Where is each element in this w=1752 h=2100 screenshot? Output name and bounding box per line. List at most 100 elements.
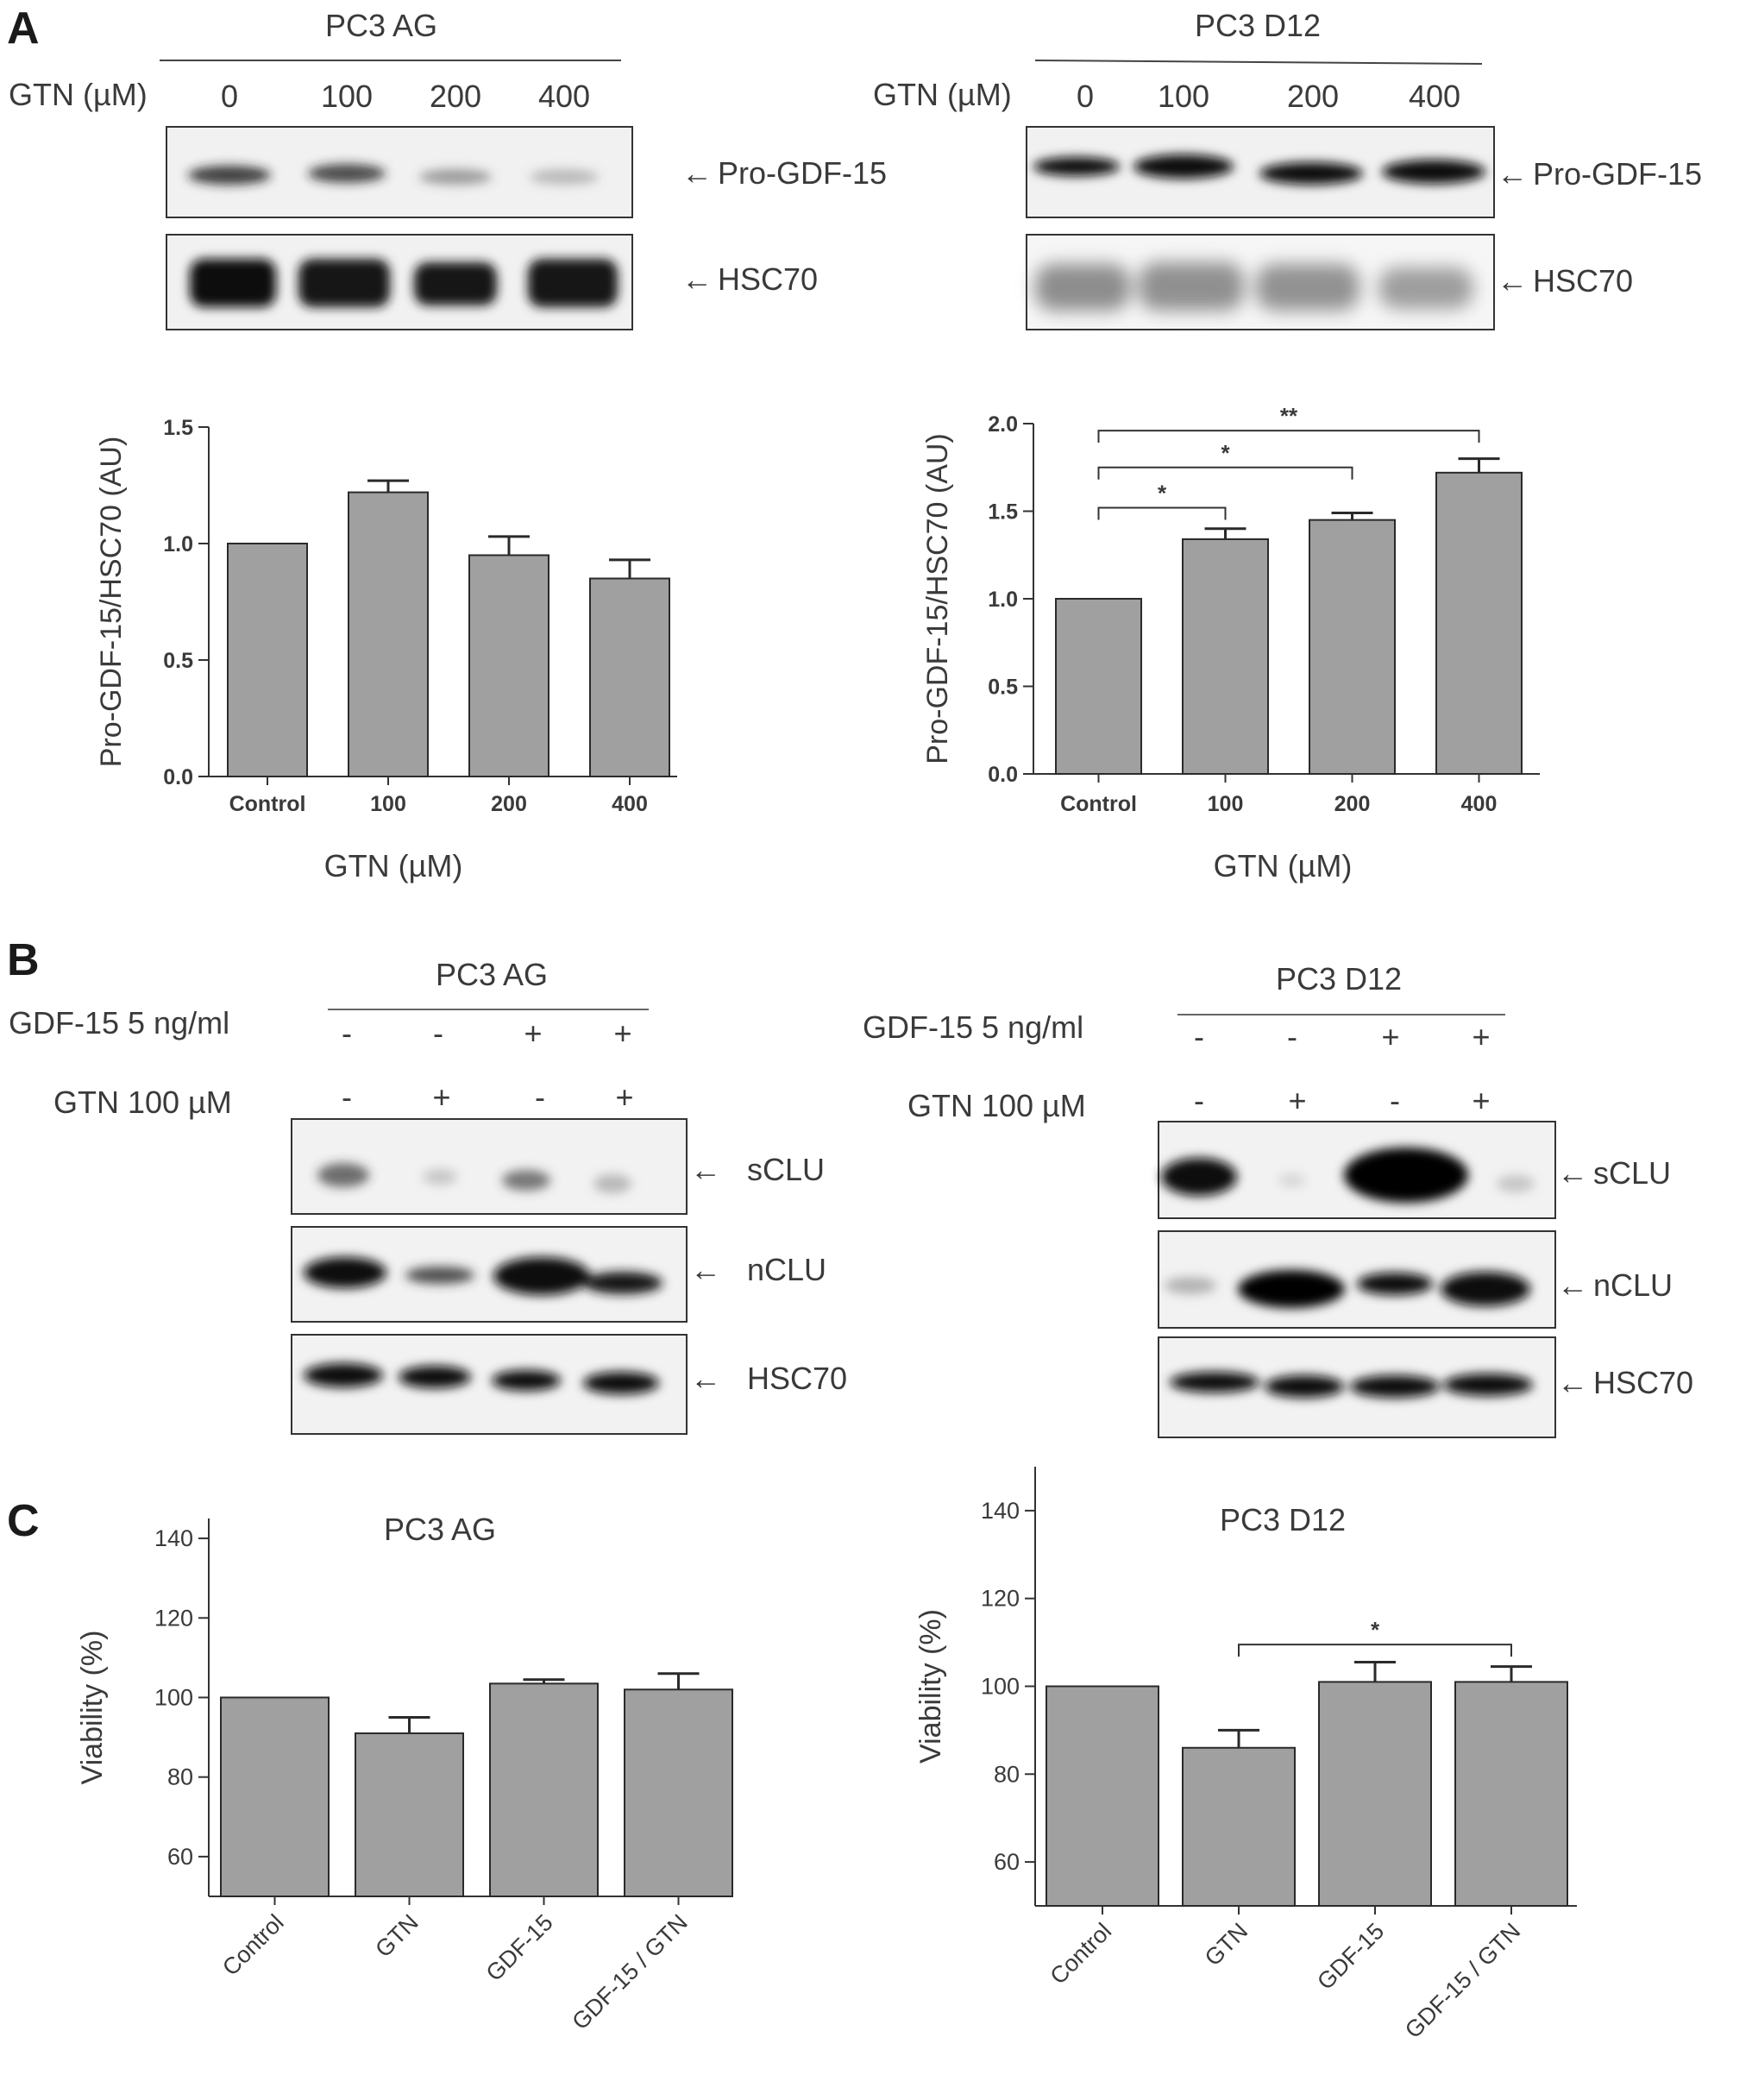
blot-b-pc3-ag: PC3 AG GDF-15 5 ng/ml - - + + GTN 100 µM…: [9, 957, 847, 1435]
y-tick-label: 120: [154, 1605, 193, 1631]
bar: [220, 1696, 330, 1897]
y-tick-label: 140: [154, 1525, 193, 1551]
y-tick-label: 120: [981, 1586, 1020, 1612]
y-tick-label: 60: [167, 1844, 193, 1870]
y-tick-label: 1.0: [163, 532, 193, 556]
x-category-label: Control: [1045, 1918, 1116, 1990]
x-category-label: GDF-15: [481, 1909, 558, 1986]
bar: [355, 1732, 464, 1897]
bar-chart-3: 60 80 100 120 140 Control GTN GDF-15 GDF-15 / GT…: [76, 1512, 733, 2034]
x-category-label: GDF-15 / GTN: [1400, 1918, 1525, 2043]
bar-chart-4: 60 80 100 120 140 Control GTN GDF-15 GDF-15 / GT…: [914, 1467, 1577, 2043]
y-tick-label: 100: [981, 1674, 1020, 1700]
x-category-label: 100: [370, 792, 406, 816]
bar: [1046, 1685, 1159, 1907]
panel-letter-a: A: [7, 3, 40, 53]
y-tick-label: 100: [154, 1684, 193, 1710]
x-category-label: 200: [491, 792, 527, 816]
bar: [589, 577, 670, 777]
y-tick-label: 60: [994, 1849, 1020, 1875]
sign-label: -: [1390, 1083, 1400, 1118]
bar: [1182, 1746, 1296, 1908]
y-axis-label: Pro-GDF-15/HSC70 (AU): [95, 437, 128, 768]
cell-line-label: PC3 D12: [1276, 961, 1402, 997]
band-label: ← Pro-GDF-15: [681, 155, 887, 191]
dose-label: 100: [1158, 79, 1209, 114]
bar: [1182, 538, 1269, 775]
sign-label: -: [1194, 1019, 1204, 1054]
treatment-label: GTN (µM): [873, 77, 1012, 112]
y-tick-label: 1.5: [988, 500, 1018, 525]
x-category-label: GDF-15: [1312, 1918, 1389, 1995]
chart-title: PC3 AG: [384, 1512, 496, 1547]
sign-label: +: [613, 1015, 631, 1051]
treatment-label: GTN (µM): [9, 77, 148, 112]
y-tick-label: 80: [994, 1761, 1020, 1787]
dose-label: 400: [538, 79, 590, 114]
band-row-sclu: [317, 1163, 631, 1193]
blot-b-pc3-d12: PC3 D12 GDF-15 5 ng/ml - - + + GTN 100 µ…: [863, 961, 1693, 1438]
significance-label: *: [1158, 480, 1167, 506]
y-tick-label: 0.5: [988, 676, 1018, 700]
sign-label: +: [1288, 1083, 1306, 1118]
sign-label: -: [535, 1079, 545, 1115]
bar: [1318, 1681, 1432, 1908]
band-label: ← nCLU: [690, 1252, 826, 1287]
band-label: ← sCLU: [690, 1152, 825, 1187]
significance-bracket: [1238, 1644, 1512, 1657]
dose-label: 200: [1287, 79, 1339, 114]
x-category-label: Control: [1060, 792, 1137, 816]
y-tick-label: 1.0: [988, 588, 1018, 612]
sign-label: +: [1472, 1083, 1490, 1118]
y-tick-label: 1.5: [163, 416, 193, 440]
band-row-nclu: [304, 1257, 662, 1295]
panel-letter-b: B: [7, 935, 40, 985]
x-axis-label: GTN (µM): [1214, 848, 1353, 883]
band-label: ← nCLU: [1557, 1267, 1673, 1303]
bar-charts: 0.0 0.5 1.0 1.5 Control 100 200 400 Pro-GDF-15/H…: [76, 403, 1577, 2043]
sign-label: -: [433, 1015, 443, 1051]
bar: [1309, 519, 1396, 776]
x-category-label: GTN: [1200, 1918, 1253, 1971]
significance-bracket: [1097, 466, 1353, 480]
sign-label: +: [1381, 1019, 1399, 1054]
sign-label: -: [342, 1015, 352, 1051]
x-category-label: Control: [229, 792, 306, 816]
bar: [1435, 471, 1523, 776]
bar: [348, 491, 429, 777]
bar: [227, 543, 308, 777]
bar: [468, 554, 549, 777]
cell-line-label: PC3 AG: [436, 957, 548, 992]
treatment-label: GTN 100 µM: [907, 1088, 1086, 1123]
x-category-label: 400: [612, 792, 648, 816]
dose-label: 100: [321, 79, 373, 114]
x-category-label: 100: [1208, 792, 1244, 816]
band-label: ← sCLU: [1557, 1155, 1671, 1191]
treatment-label: GDF-15 5 ng/ml: [9, 1005, 229, 1041]
significance-label: *: [1221, 440, 1230, 466]
band-row-hsc70: [1170, 1372, 1533, 1398]
band-label: ← HSC70: [1557, 1365, 1693, 1400]
y-tick-label: 0.0: [988, 763, 1018, 787]
dose-label: 0: [221, 79, 238, 114]
chart-title: PC3 D12: [1220, 1502, 1346, 1537]
band-row-pro-gdf15: [1033, 154, 1485, 185]
sign-label: -: [1194, 1083, 1204, 1118]
band-row-hsc70: [304, 1363, 659, 1394]
sign-label: -: [342, 1079, 352, 1115]
band-label: ← HSC70: [690, 1361, 847, 1396]
band-row-pro-gdf15: [188, 164, 599, 185]
y-tick-label: 140: [981, 1498, 1020, 1524]
band-label: ← HSC70: [681, 261, 818, 297]
significance-bracket: [1097, 506, 1227, 520]
significance-bracket: [1097, 430, 1480, 443]
band-row-nclu: [1165, 1270, 1530, 1308]
x-category-label: 400: [1461, 792, 1498, 816]
y-tick-label: 0.5: [163, 649, 193, 673]
sign-label: +: [432, 1079, 450, 1115]
bar-chart-1: 0.0 0.5 1.0 1.5 Control 100 200 400 Pro-GDF-15/H…: [95, 416, 677, 883]
dose-label: 0: [1077, 79, 1094, 114]
